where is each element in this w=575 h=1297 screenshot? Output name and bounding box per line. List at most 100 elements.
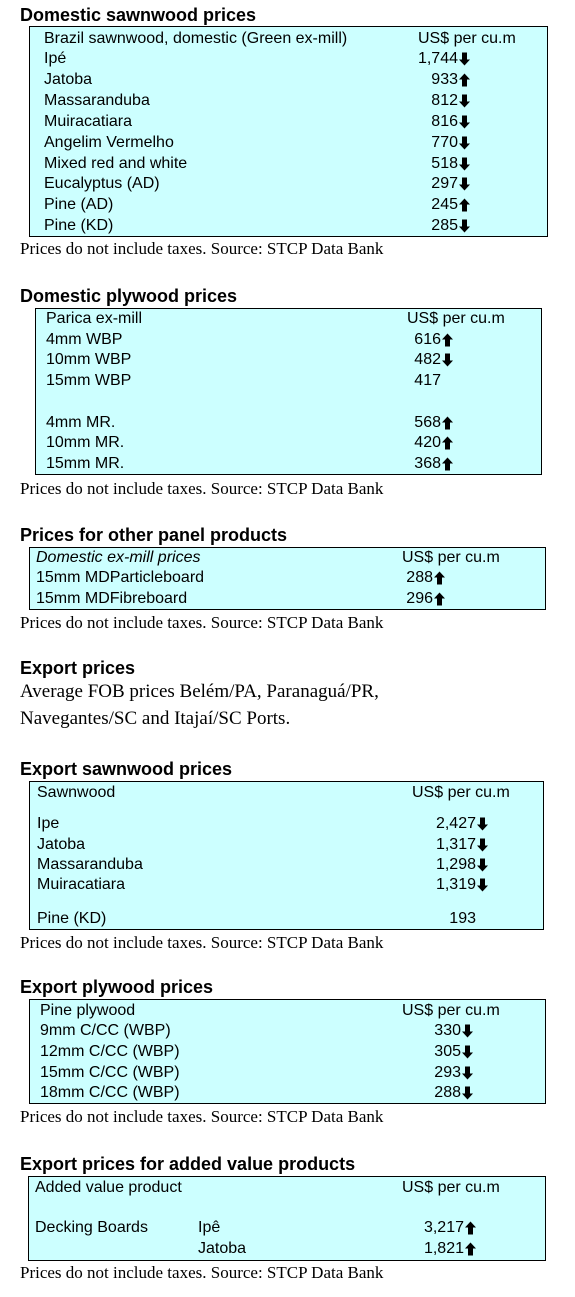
row-price: 812 [431,92,458,109]
row-price: 1,317 [435,836,476,853]
table-header: Domestic ex-mill prices [36,549,201,566]
trend-arrow-up [442,416,453,430]
trend-arrow-down [459,52,470,66]
row-price: 297 [431,175,458,192]
source-note: Prices do not include taxes. Source: STC… [20,933,384,952]
table-header: Brazil sawnwood, domestic (Green ex-mill… [44,30,348,47]
row-label: Jatoba [44,71,93,88]
row-label: 10mm WBP [46,351,132,368]
section-title: Export sawnwood prices [20,759,233,779]
section-title: Domestic plywood prices [20,286,238,306]
trend-arrow-down [477,858,488,872]
row-price: 293 [434,1064,461,1081]
section-title: Prices for other panel products [20,525,288,545]
trend-arrow-down [442,353,453,367]
table-header-unit: US$ per cu.m [418,30,516,47]
row-price: 2,427 [435,815,476,832]
row-price: 616 [414,331,441,348]
table-header-unit: US$ per cu.m [407,310,505,327]
trend-arrow-up [465,1221,476,1235]
row-price: 330 [434,1022,461,1039]
trend-arrow-up [442,333,453,347]
source-note: Prices do not include taxes. Source: STC… [20,1107,384,1126]
row-price: 568 [414,414,441,431]
row-price: 296 [406,590,433,607]
table-header: Sawnwood [37,784,116,801]
section-title: Export prices [20,658,136,678]
table-header: Parica ex-mill [46,310,143,327]
trend-arrow-down [462,1045,473,1059]
row-label: 15mm MDParticleboard [36,569,205,586]
trend-arrow-down [462,1086,473,1100]
row-label: Muiracatiara [37,876,126,893]
table-header-unit: US$ per cu.m [402,549,500,566]
section-title: Export prices for added value products [20,1154,356,1174]
source-note: Prices do not include taxes. Source: STC… [20,479,384,498]
row-label: 15mm C/CC (WBP) [40,1064,180,1081]
trend-arrow-down [459,115,470,129]
trend-arrow-down [477,878,488,892]
price-table [29,781,544,930]
row-price: 518 [431,155,458,172]
table-header-unit: US$ per cu.m [412,784,510,801]
row-label: 12mm C/CC (WBP) [40,1043,180,1060]
trend-arrow-up [459,73,470,87]
trend-arrow-up [434,571,445,585]
row-label: Pine (AD) [44,196,114,213]
row-label: 4mm WBP [46,331,123,348]
section-title: Export plywood prices [20,977,214,997]
trend-arrow-down [477,817,488,831]
trend-arrow-down [459,219,470,233]
row-price: 3,217 [423,1219,464,1236]
row-label: Pine (KD) [44,217,114,234]
row-price: 305 [434,1043,461,1060]
price-table [35,308,542,475]
trend-arrow-down [477,838,488,852]
row-label: Mixed red and white [44,155,188,172]
row-price: 245 [431,196,458,213]
row-label: Eucalyptus (AD) [44,175,160,192]
row-label: Muiracatiara [44,113,133,130]
row-label: 9mm C/CC (WBP) [40,1022,171,1039]
row-label: 4mm MR. [46,414,116,431]
row-price: 816 [431,113,458,130]
row-label: 10mm MR. [46,434,125,451]
row-species: Ipê [198,1219,221,1236]
price-table [28,1176,546,1261]
source-note: Prices do not include taxes. Source: STC… [20,239,384,258]
trend-arrow-down [459,177,470,191]
row-label: 15mm MR. [46,455,125,472]
trend-arrow-down [459,94,470,108]
row-price: 288 [434,1084,461,1101]
trend-arrow-down [462,1066,473,1080]
price-table [29,547,546,610]
paragraph-line: Average FOB prices Belém/PA, Paranaguá/P… [20,681,379,702]
row-price: 1,744 [417,50,458,67]
row-label: Ipe [37,815,60,832]
trend-arrow-up [442,436,453,450]
trend-arrow-up [465,1242,476,1256]
table-header: Pine plywood [40,1002,136,1019]
source-note: Prices do not include taxes. Source: STC… [20,1263,384,1282]
row-price: 933 [431,71,458,88]
row-price: 420 [414,434,441,451]
row-label: 15mm WBP [46,372,132,389]
row-price: 1,298 [435,856,476,873]
row-label: Pine (KD) [37,910,107,927]
price-table [29,999,546,1104]
trend-arrow-down [462,1024,473,1038]
trend-arrow-up [459,198,470,212]
row-label: 18mm C/CC (WBP) [40,1084,180,1101]
table-header-unit: US$ per cu.m [402,1179,500,1196]
trend-arrow-up [434,592,445,606]
row-price: 1,821 [423,1240,464,1257]
paragraph-line: Navegantes/SC and Itajaí/SC Ports. [20,708,291,729]
row-price: 482 [414,351,441,368]
row-label: 15mm MDFibreboard [36,590,188,607]
table-header: Added value product [35,1179,182,1196]
row-label: Ipé [44,50,67,67]
table-header-unit: US$ per cu.m [402,1002,500,1019]
row-label: Angelim Vermelho [44,134,174,151]
trend-arrow-down [459,136,470,150]
